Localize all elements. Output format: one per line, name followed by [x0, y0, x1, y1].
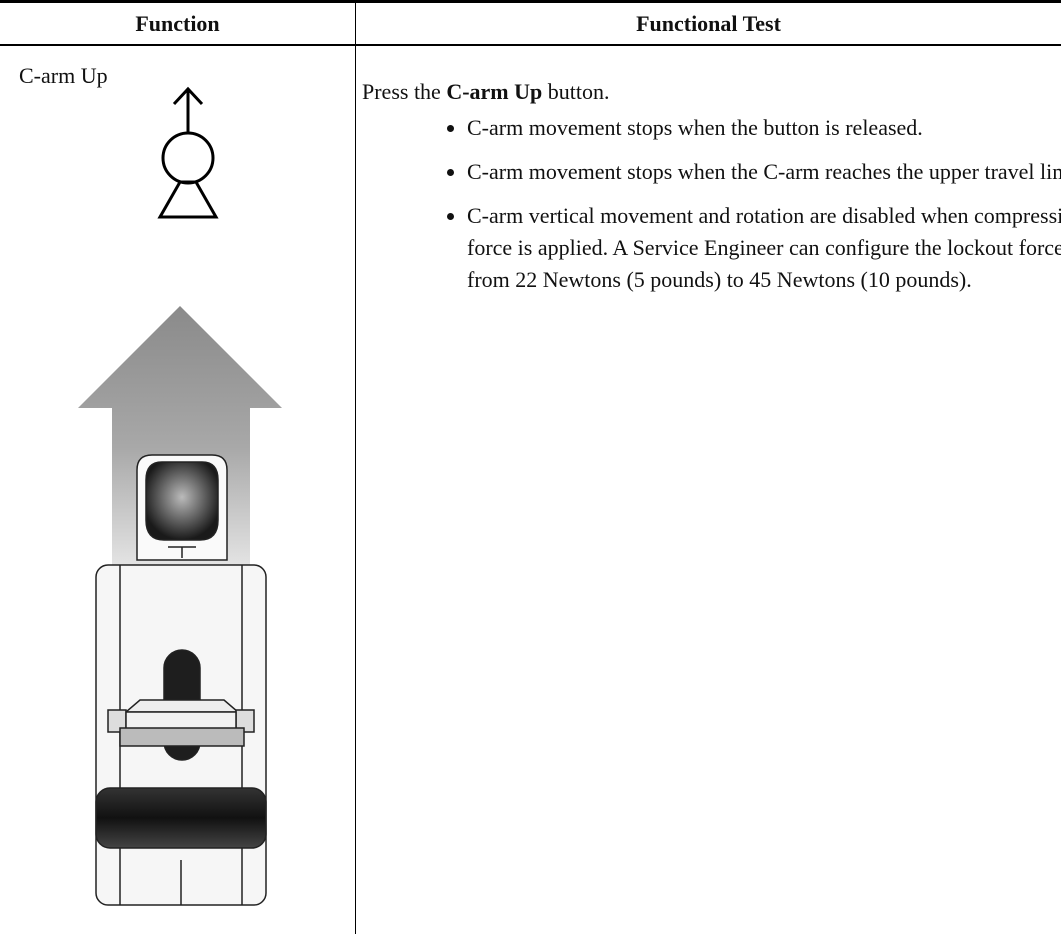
function-name: C-arm Up	[19, 63, 108, 88]
machine	[95, 454, 267, 906]
test-intro: Press the C-arm Up button.	[362, 76, 610, 108]
test-item: C-arm movement stops when the button is …	[467, 112, 1061, 144]
text: button.	[542, 79, 610, 104]
table-border	[0, 0, 1061, 3]
button-name: C-arm Up	[446, 79, 543, 104]
header-cell: Functional Test	[636, 11, 781, 36]
test-item: C-arm vertical movement and rotation are…	[467, 200, 1061, 296]
header-cell: Function	[135, 11, 220, 36]
column-divider	[355, 0, 356, 934]
test-list: C-arm movement stops when the button is …	[420, 112, 1061, 308]
header-border	[0, 44, 1061, 46]
text: Press the	[362, 79, 447, 104]
test-item: C-arm movement stops when the C-arm reac…	[467, 156, 1061, 188]
illustration	[78, 86, 282, 906]
c-arm-up-icon	[157, 86, 219, 219]
